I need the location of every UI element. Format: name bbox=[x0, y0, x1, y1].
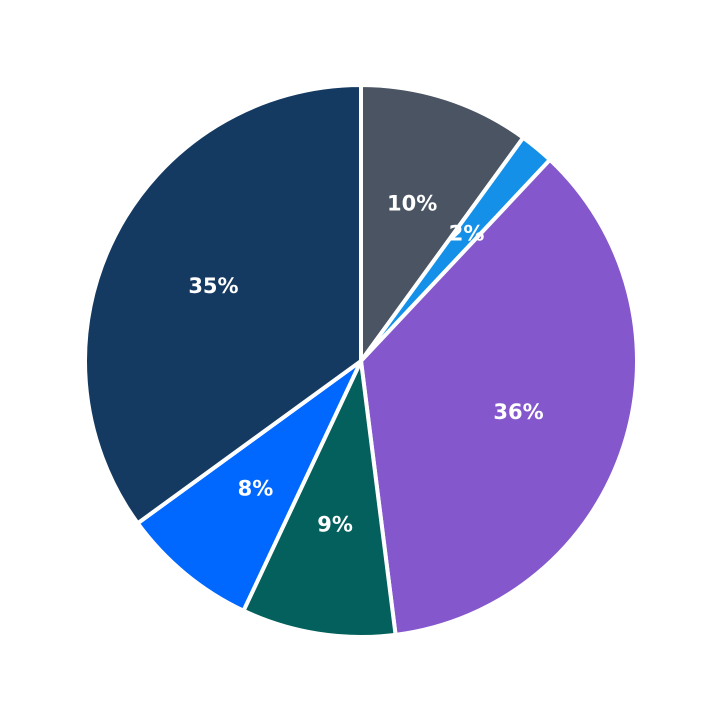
slice-label: 8% bbox=[238, 477, 274, 501]
pie-labels: 10% 2% 36% 9% 8% 35% bbox=[188, 192, 543, 537]
slice-label: 2% bbox=[449, 221, 485, 245]
slice-label: 35% bbox=[188, 274, 238, 298]
pie-slice bbox=[83, 83, 363, 526]
pie-slice bbox=[359, 83, 526, 363]
pie-slice bbox=[135, 359, 363, 613]
slice-label: 10% bbox=[387, 192, 437, 216]
slice-label: 9% bbox=[317, 513, 353, 537]
pie-slices bbox=[83, 83, 639, 639]
pie-slice bbox=[241, 359, 398, 639]
pie-slice bbox=[359, 157, 639, 637]
slice-label: 36% bbox=[493, 400, 543, 424]
